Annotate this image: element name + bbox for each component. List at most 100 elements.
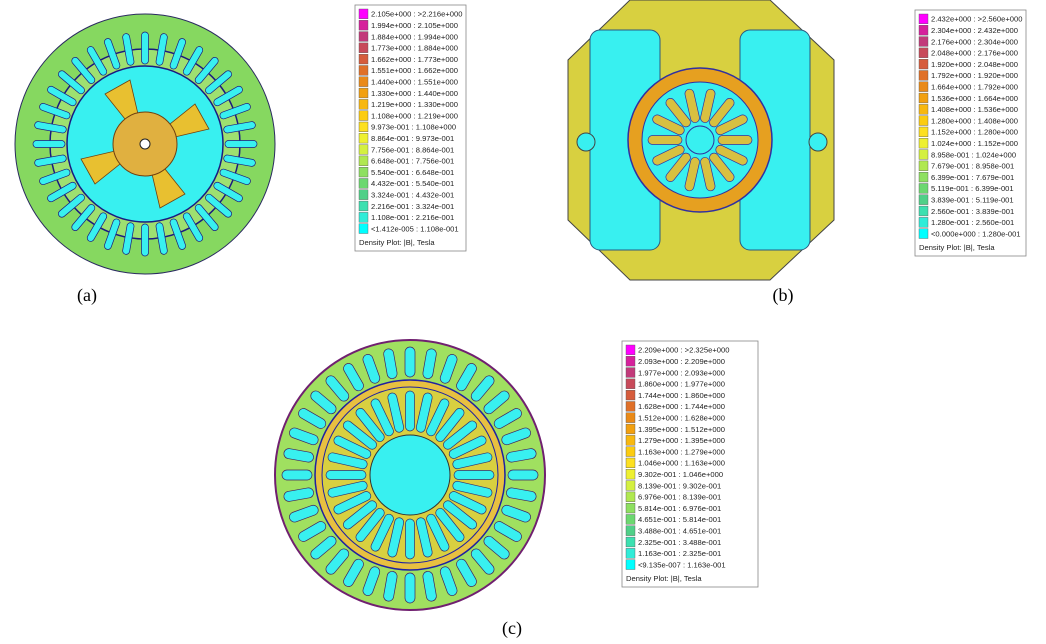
legend-label: 1.884e+000 : 1.994e+000 bbox=[371, 32, 458, 41]
shaft bbox=[140, 139, 150, 149]
legend-swatch bbox=[626, 379, 635, 389]
legend-swatch bbox=[626, 537, 635, 547]
legend-swatch bbox=[359, 54, 368, 64]
legend-swatch bbox=[626, 424, 635, 434]
machine-c bbox=[275, 340, 545, 610]
legend-label: 2.325e-001 : 3.488e-001 bbox=[638, 538, 721, 547]
legend-swatch bbox=[359, 99, 368, 109]
legend-label: 2.209e+000 : >2.325e+000 bbox=[638, 346, 729, 355]
legend-swatch bbox=[919, 93, 928, 103]
panel-label: (a) bbox=[77, 285, 97, 306]
legend-label: 3.839e-001 : 5.119e-001 bbox=[931, 195, 1014, 204]
legend-swatch bbox=[626, 481, 635, 491]
legend-swatch bbox=[919, 37, 928, 47]
legend-label: 2.560e-001 : 3.839e-001 bbox=[931, 207, 1014, 216]
legend-label: 1.628e+000 : 1.744e+000 bbox=[638, 402, 725, 411]
slot bbox=[648, 136, 682, 145]
legend-swatch bbox=[359, 167, 368, 177]
legend-label: 1.792e+000 : 1.920e+000 bbox=[931, 71, 1018, 80]
legend-swatch bbox=[919, 14, 928, 24]
legend-swatch bbox=[359, 190, 368, 200]
legend-swatch bbox=[359, 179, 368, 189]
legend-swatch bbox=[919, 195, 928, 205]
legend-swatch bbox=[919, 25, 928, 35]
legend-swatch bbox=[359, 32, 368, 42]
figure: 2.105e+000 : >2.216e+0001.994e+000 : 2.1… bbox=[0, 0, 1046, 644]
legend-swatch bbox=[359, 111, 368, 121]
legend-label: 1.279e+000 : 1.395e+000 bbox=[638, 436, 725, 445]
legend-label: 1.536e+000 : 1.664e+000 bbox=[931, 94, 1018, 103]
legend-swatch bbox=[626, 368, 635, 378]
legend-swatch bbox=[919, 127, 928, 137]
legend-label: 2.176e+000 : 2.304e+000 bbox=[931, 37, 1018, 46]
legend-label: 1.163e-001 : 2.325e-001 bbox=[638, 549, 721, 558]
legend-label: 1.108e+000 : 1.219e+000 bbox=[371, 111, 458, 120]
page: {"legend_colors": ["#ff00ff", "#d6209c",… bbox=[0, 0, 1046, 644]
legend-swatch bbox=[919, 71, 928, 81]
legend-label: 2.216e-001 : 3.324e-001 bbox=[371, 202, 454, 211]
legend-swatch bbox=[359, 66, 368, 76]
slot bbox=[225, 141, 257, 148]
legend-swatch bbox=[626, 345, 635, 355]
legend-label: 1.977e+000 : 2.093e+000 bbox=[638, 368, 725, 377]
legend-label: 7.679e-001 : 8.958e-001 bbox=[931, 162, 1014, 171]
legend-label: 6.399e-001 : 7.679e-001 bbox=[931, 173, 1014, 182]
slot bbox=[406, 519, 415, 559]
legend-label: 2.093e+000 : 2.209e+000 bbox=[638, 357, 725, 366]
hole bbox=[577, 133, 595, 151]
machine-b bbox=[568, 0, 834, 280]
legend-swatch bbox=[359, 212, 368, 222]
legend-label: 1.024e+000 : 1.152e+000 bbox=[931, 139, 1018, 148]
legend-swatch bbox=[626, 402, 635, 412]
legend-label: 1.163e+000 : 1.279e+000 bbox=[638, 447, 725, 456]
legend-label: 1.551e+000 : 1.662e+000 bbox=[371, 66, 458, 75]
legend-swatch bbox=[626, 390, 635, 400]
legend-swatch bbox=[359, 145, 368, 155]
legend-swatch bbox=[919, 48, 928, 58]
legend-swatch bbox=[919, 172, 928, 182]
legend-label: 1.773e+000 : 1.884e+000 bbox=[371, 44, 458, 53]
legend-footer: Density Plot: |B|, Tesla bbox=[919, 243, 995, 252]
slot bbox=[718, 136, 752, 145]
legend-swatch bbox=[359, 201, 368, 211]
legend: 2.209e+000 : >2.325e+000 2.093e+000 : 2.2… bbox=[622, 341, 758, 587]
legend-swatch bbox=[919, 82, 928, 92]
slot bbox=[33, 141, 65, 148]
legend-label: 8.139e-001 : 9.302e-001 bbox=[638, 481, 721, 490]
slot bbox=[326, 471, 366, 480]
legend-label: 4.651e-001 : 5.814e-001 bbox=[638, 515, 721, 524]
legend-swatch bbox=[626, 447, 635, 457]
legend-label: 8.958e-001 : 1.024e+000 bbox=[931, 150, 1016, 159]
legend-swatch bbox=[359, 156, 368, 166]
legend-swatch bbox=[626, 515, 635, 525]
legend-label: 8.864e-001 : 9.973e-001 bbox=[371, 134, 454, 143]
slot bbox=[142, 32, 149, 64]
slot bbox=[142, 224, 149, 256]
legend-label: 5.814e-001 : 6.976e-001 bbox=[638, 504, 721, 513]
shaft bbox=[370, 435, 450, 515]
legend-label: 9.973e-001 : 1.108e+000 bbox=[371, 123, 456, 132]
legend-label: 1.280e+000 : 1.408e+000 bbox=[931, 116, 1018, 125]
legend-label: 6.976e-001 : 8.139e-001 bbox=[638, 493, 721, 502]
legend-label: 1.440e+000 : 1.551e+000 bbox=[371, 77, 458, 86]
legend-label: 1.046e+000 : 1.163e+000 bbox=[638, 459, 725, 468]
legend-label: 1.920e+000 : 2.048e+000 bbox=[931, 60, 1018, 69]
machine-a bbox=[15, 14, 275, 274]
slot bbox=[282, 470, 312, 480]
legend-swatch bbox=[359, 224, 368, 234]
legend-swatch bbox=[919, 138, 928, 148]
legend-label: 1.219e+000 : 1.330e+000 bbox=[371, 100, 458, 109]
legend-label: 1.280e-001 : 2.560e-001 bbox=[931, 218, 1014, 227]
legend-swatch bbox=[626, 458, 635, 468]
legend-label: 9.302e-001 : 1.046e+000 bbox=[638, 470, 723, 479]
legend-label: 5.119e-001 : 6.399e-001 bbox=[931, 184, 1014, 193]
legend-swatch bbox=[919, 104, 928, 114]
legend-swatch bbox=[919, 206, 928, 216]
legend-swatch bbox=[626, 560, 635, 570]
legend-swatch bbox=[919, 150, 928, 160]
legend-swatch bbox=[626, 503, 635, 513]
slot bbox=[406, 391, 415, 431]
legend-label: <0.000e+000 : 1.280e-001 bbox=[931, 229, 1021, 238]
legend-label: 1.408e+000 : 1.536e+000 bbox=[931, 105, 1018, 114]
slot bbox=[405, 347, 415, 377]
